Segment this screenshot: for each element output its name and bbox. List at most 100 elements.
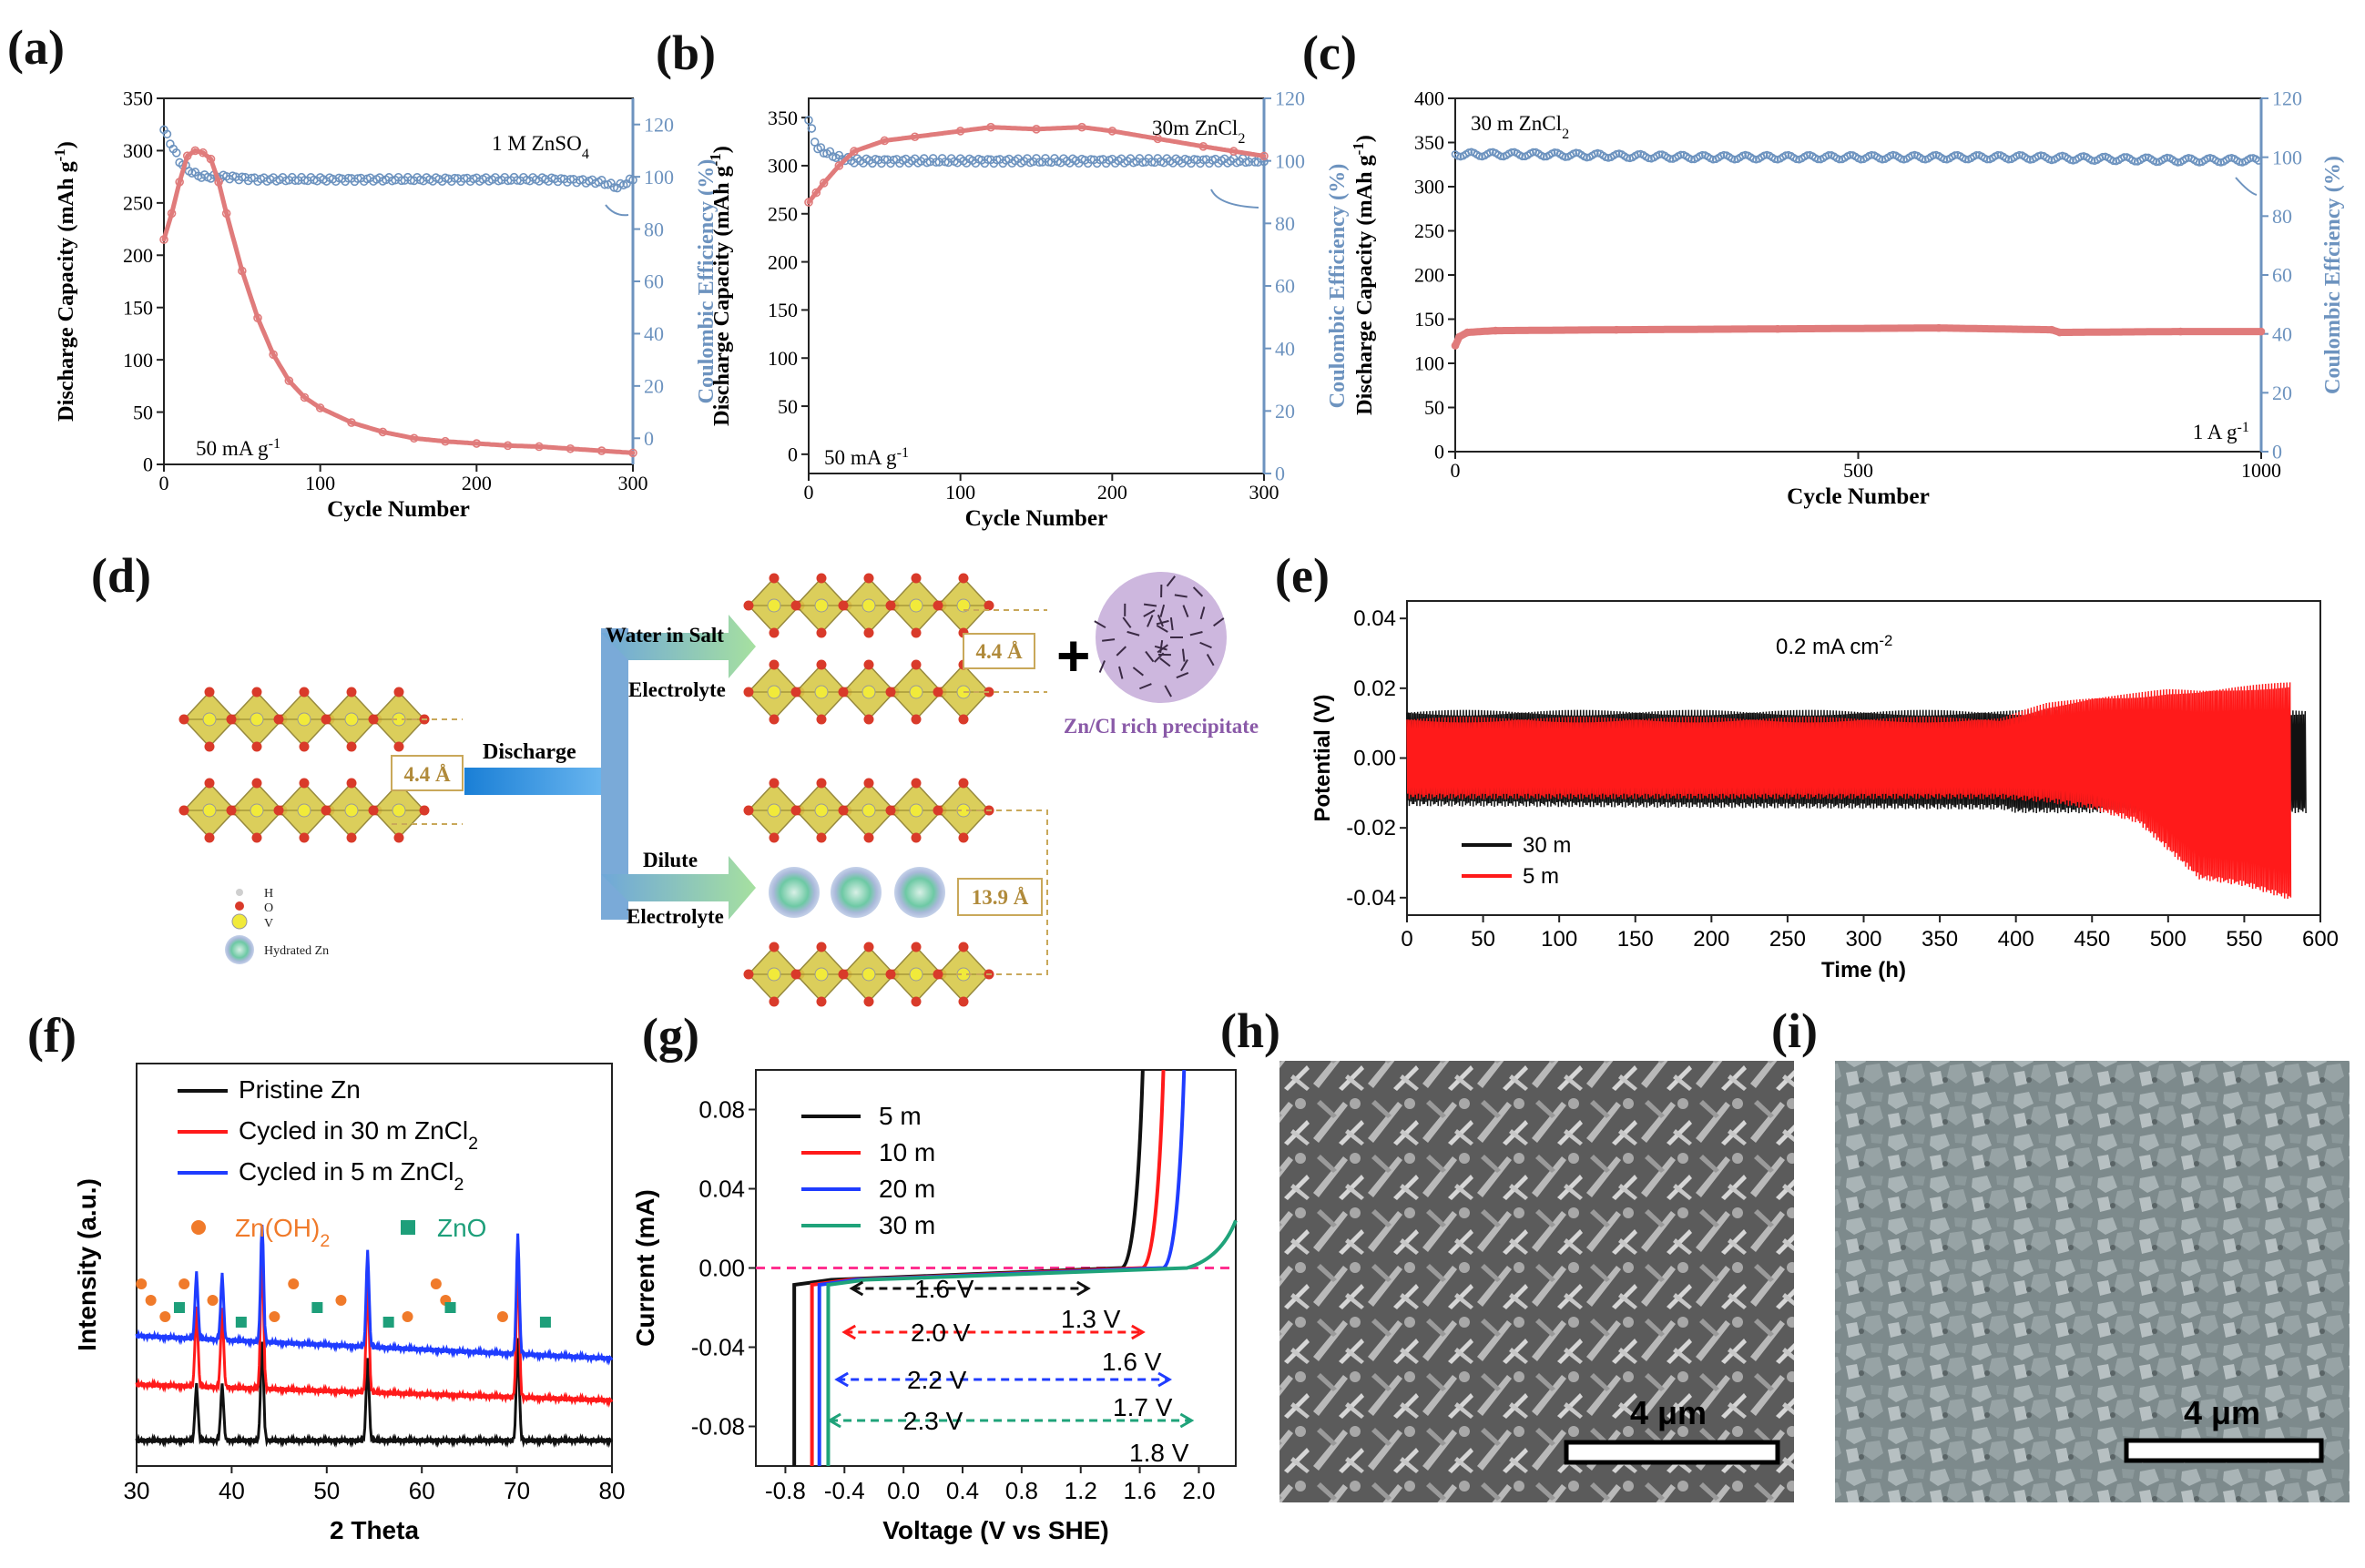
ce-point xyxy=(1813,155,1822,164)
capacity-point xyxy=(1228,147,1239,156)
left-bottom-layer-oxygen xyxy=(346,778,357,789)
dilute-bottom-layer-oxygen xyxy=(885,969,896,980)
left-top-layer-vanadium xyxy=(202,712,217,727)
panel-label-e: (e) xyxy=(1275,548,1330,603)
x-tick-label: 600 xyxy=(2302,927,2339,952)
bracket-top xyxy=(963,609,1047,693)
x-tick-label: 1000 xyxy=(2241,459,2281,482)
x-tick-label: 0 xyxy=(159,472,169,494)
legend-h-marker xyxy=(236,889,243,896)
electrolyte-label-top: Electrolyte xyxy=(628,678,726,701)
y-axis-label: Potential (V) xyxy=(1310,694,1335,821)
spacing-bottom: 13.9 Å xyxy=(972,886,1029,909)
y-tick-label: 0.04 xyxy=(698,1176,745,1203)
dilute-top-layer-oxygen xyxy=(863,832,874,843)
y-axis-label: Discharge Capacity (mAh g-1) xyxy=(51,141,79,422)
current-density-annotation: 0.2 mA cm-2 xyxy=(1776,632,1892,660)
capacity-point xyxy=(1107,127,1117,136)
left-bottom-layer-oxygen xyxy=(204,778,215,789)
y-tick-label: 0.08 xyxy=(698,1096,745,1124)
schematic-d: Discharge Water in Salt Electrolyte Dilu… xyxy=(178,572,1259,1007)
ce-point xyxy=(2246,154,2255,163)
capacity-point xyxy=(199,148,208,158)
precip-streak xyxy=(1157,614,1164,627)
y-tick-label: 200 xyxy=(768,250,798,273)
dilute-top-layer-oxygen xyxy=(816,778,827,789)
scale-bar-h xyxy=(1564,1440,1780,1465)
zno-marker xyxy=(539,1317,551,1328)
left-top-layer-oxygen xyxy=(393,741,404,752)
precip-streak xyxy=(1118,666,1124,679)
legend-zn-marker xyxy=(225,935,254,964)
y-tick-label: 150 xyxy=(1414,308,1444,331)
capacity-point xyxy=(2257,327,2266,336)
y2-tick-label: 40 xyxy=(1275,337,1295,360)
zn-oh2-marker xyxy=(402,1311,413,1322)
axis-pointer-arrow xyxy=(605,204,629,217)
dilute-bottom-layer-oxygen xyxy=(743,969,754,980)
y2-tick-label: 60 xyxy=(644,270,664,293)
zn-oh2-marker xyxy=(496,1311,508,1322)
ce-point xyxy=(2120,153,2128,161)
left-top-layer-oxygen xyxy=(321,714,331,725)
dilute-bottom-layer-vanadium xyxy=(767,967,781,982)
left-top-layer-oxygen xyxy=(204,741,215,752)
zn-oh2-marker xyxy=(335,1295,347,1306)
electrolyte-label-bottom: Electrolyte xyxy=(627,905,724,928)
y2-tick-label: 40 xyxy=(644,322,664,345)
y2-tick-label: 0 xyxy=(1275,463,1285,485)
ce-point xyxy=(2109,157,2118,166)
zn-oh2-marker xyxy=(145,1295,157,1306)
ce-point xyxy=(1086,155,1096,164)
wis-bottom-layer-oxygen xyxy=(863,714,874,725)
left-bottom-layer-oxygen xyxy=(299,778,310,789)
wis-bottom-layer-oxygen xyxy=(743,687,754,697)
left-top-layer-oxygen xyxy=(251,741,262,752)
precip-streak xyxy=(1116,646,1127,657)
panel-label-b: (b) xyxy=(656,25,716,80)
precip-streak xyxy=(1143,603,1157,607)
zn-oh2-marker xyxy=(430,1278,442,1289)
ce-point xyxy=(1137,158,1147,168)
sem-i-texture xyxy=(1835,1061,2350,1502)
ce-point xyxy=(880,155,890,164)
ce-point xyxy=(2131,158,2139,166)
capacity-point xyxy=(535,442,544,452)
panel-label-d: (d) xyxy=(91,548,151,603)
wis-bottom-layer-oxygen xyxy=(769,659,780,670)
water-in-salt-label: Water in Salt xyxy=(606,624,724,647)
dilute-top-layer-vanadium xyxy=(767,803,781,818)
x-tick-label: 150 xyxy=(1617,927,1654,952)
y-axis-label-part: ) xyxy=(709,146,734,153)
zn-oh2-marker xyxy=(159,1311,171,1322)
x-tick-label: 350 xyxy=(1922,927,1958,952)
dilute-top-layer-oxygen xyxy=(863,778,874,789)
capacity-point xyxy=(409,433,419,443)
legend-label-1: Cycled in 30 m ZnCl2 xyxy=(239,1116,478,1154)
dilute-bottom-layer-vanadium xyxy=(861,967,876,982)
y2-tick-label: 100 xyxy=(644,166,674,188)
x-tick-label: 50 xyxy=(1471,927,1495,952)
x-tick-label: 250 xyxy=(1769,927,1806,952)
wis-bottom-layer-oxygen xyxy=(816,659,827,670)
wis-top-layer-vanadium xyxy=(814,598,829,613)
wis-bottom-layer-vanadium xyxy=(861,685,876,699)
dilute-top-layer-oxygen xyxy=(816,832,827,843)
y-tick-label: 0 xyxy=(1434,441,1444,463)
y-axis-label: Current (mA) xyxy=(631,1189,659,1347)
legend-zn-oh2-label-part: 2 xyxy=(320,1231,330,1251)
precip-streak xyxy=(1181,648,1186,662)
wis-bottom-layer-oxygen xyxy=(838,687,849,697)
panel-label-i: (i) xyxy=(1771,1003,1818,1058)
capacity-point xyxy=(811,188,821,198)
y-axis-label: Intensity (a.u.) xyxy=(73,1178,101,1351)
capacity-line xyxy=(806,125,1267,205)
y-tick-label: 400 xyxy=(1414,87,1444,110)
x-tick-label: 200 xyxy=(1097,481,1127,504)
capacity-point xyxy=(1773,324,1782,333)
zno-marker xyxy=(235,1317,247,1328)
ce-point xyxy=(1973,151,1981,159)
y2-tick-label: 100 xyxy=(1275,149,1305,172)
legend-zn-oh2-label: Zn(OH)2 xyxy=(235,1214,330,1251)
